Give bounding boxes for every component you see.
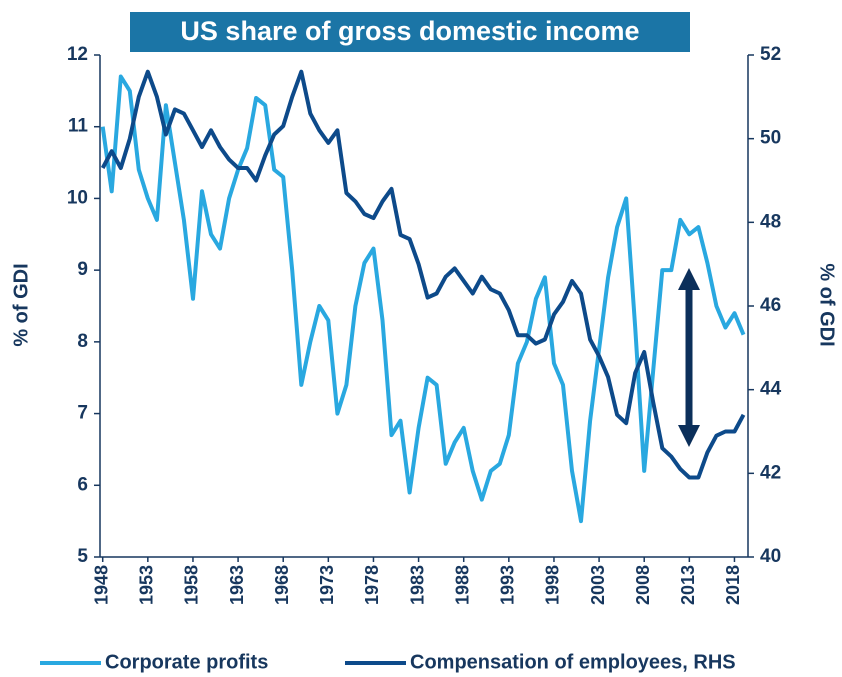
x-tick-label: 1973 (317, 565, 337, 605)
legend-label: Corporate profits (105, 651, 268, 673)
y2-tick-label: 46 (760, 295, 781, 316)
y-axis-label: % of GDI (10, 263, 32, 346)
x-tick-label: 1993 (498, 565, 518, 605)
x-tick-label: 2008 (633, 565, 653, 605)
x-tick-label: 1958 (182, 565, 202, 605)
x-tick-label: 1968 (272, 565, 292, 605)
y2-tick-label: 44 (760, 379, 782, 400)
x-tick-label: 2013 (678, 565, 698, 605)
y2-tick-label: 52 (760, 44, 781, 65)
y-tick-label: 6 (77, 474, 88, 495)
x-tick-label: 1998 (543, 565, 563, 605)
y-tick-label: 7 (77, 403, 88, 424)
x-tick-label: 2003 (588, 565, 608, 605)
x-tick-label: 1988 (452, 565, 472, 605)
y-tick-label: 10 (67, 187, 88, 208)
y-tick-label: 11 (68, 116, 89, 137)
x-tick-label: 1978 (362, 565, 382, 605)
x-tick-label: 1983 (407, 565, 427, 605)
y-tick-label: 12 (67, 44, 88, 65)
series-line (100, 69, 746, 480)
x-tick-label: 1953 (137, 565, 157, 605)
y2-tick-label: 48 (760, 211, 781, 232)
title-box (130, 12, 690, 52)
legend-label: Compensation of employees, RHS (410, 651, 736, 673)
x-tick-label: 1963 (227, 565, 247, 605)
y-tick-label: 9 (77, 259, 88, 280)
x-tick-label: 2018 (723, 565, 743, 605)
series-line (100, 74, 746, 524)
chart-title: US share of gross domestic income (180, 16, 639, 46)
y-tick-label: 8 (77, 331, 88, 352)
y2-tick-label: 50 (760, 128, 781, 149)
x-tick-label: 1948 (91, 565, 111, 605)
y2-tick-label: 42 (760, 462, 781, 483)
arrow (678, 268, 700, 447)
y2-tick-label: 40 (760, 546, 781, 567)
y-tick-label: 5 (77, 546, 88, 567)
y2-axis-label: % of GDI (816, 263, 838, 346)
